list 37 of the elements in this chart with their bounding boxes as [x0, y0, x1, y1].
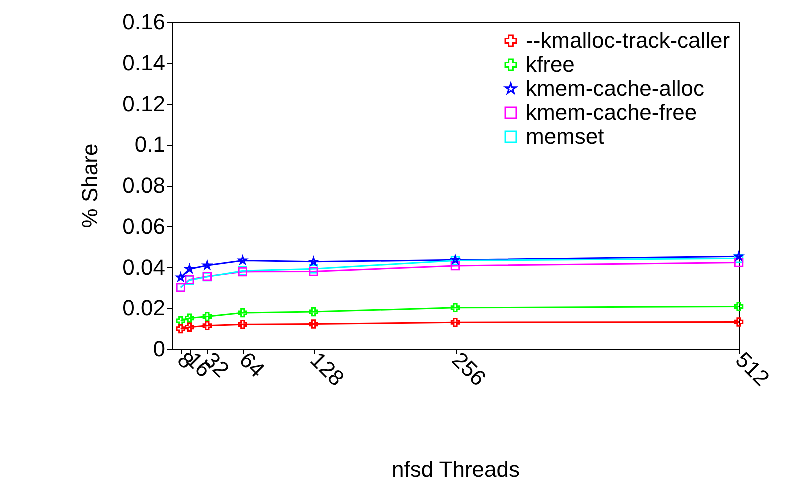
point: [309, 307, 318, 317]
y-tick-label: 0.1: [134, 132, 166, 158]
point: [734, 258, 744, 268]
legend-label: kmem-cache-free: [526, 100, 698, 125]
x-tick-label: 128: [306, 347, 350, 391]
point: [734, 318, 744, 327]
point: [734, 302, 744, 312]
point: [176, 324, 186, 334]
point: [185, 322, 194, 332]
x-tick-label: 512: [731, 347, 775, 391]
x-tick-label: 64: [234, 347, 270, 382]
point: [309, 267, 318, 276]
legend-label: kmem-cache-alloc: [526, 76, 704, 101]
legend-label: --kmalloc-track-caller: [526, 28, 730, 53]
point: [238, 320, 248, 330]
y-tick-label: 0.12: [122, 91, 166, 116]
point: [176, 316, 186, 326]
point: [450, 318, 460, 328]
point: [450, 261, 460, 271]
y-tick-label: 0.02: [122, 296, 166, 321]
x-tick-label: 256: [448, 347, 492, 391]
point: [202, 321, 212, 331]
legend-label: memset: [526, 124, 604, 149]
point: [238, 308, 248, 318]
y-tick-label: 0.06: [122, 214, 166, 239]
y-tick-label: 0: [153, 336, 166, 362]
legend-label: kfree: [526, 52, 575, 77]
y-tick-label: 0.16: [122, 10, 166, 34]
y-tick-label: 0.08: [122, 173, 166, 198]
point: [309, 320, 318, 329]
point: [450, 303, 460, 313]
y-tick-label: 0.04: [122, 254, 166, 280]
x-axis-title: nfsd Threads: [392, 457, 520, 482]
point: [185, 314, 194, 323]
y-tick-label: 0.14: [122, 50, 166, 76]
y-axis-title: % Share: [78, 144, 103, 228]
point: [202, 312, 212, 322]
